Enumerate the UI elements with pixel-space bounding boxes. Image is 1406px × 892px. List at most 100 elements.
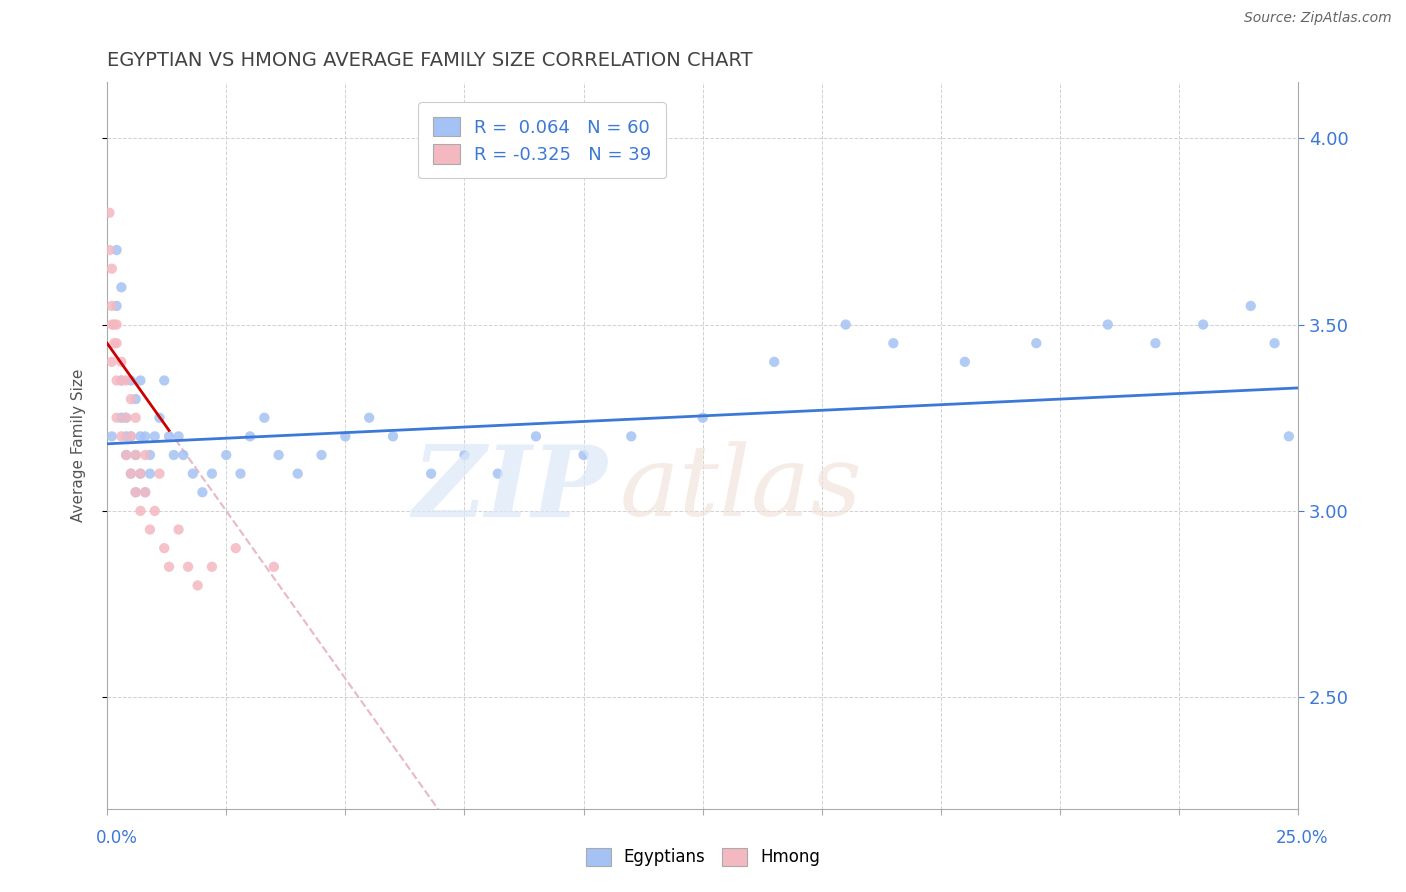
Point [101, 318, 124, 332]
Point [115, 374, 138, 388]
Point [163, 448, 186, 462]
Point [134, 485, 156, 500]
Point [143, 429, 166, 443]
Point [129, 467, 152, 481]
Point [953, 355, 976, 369]
Point [453, 448, 475, 462]
Point [124, 410, 146, 425]
Point [524, 429, 547, 443]
Point [834, 318, 856, 332]
Point [1264, 336, 1286, 351]
Point [572, 448, 595, 462]
Point [124, 448, 146, 462]
Point [98, 206, 121, 220]
Point [120, 467, 142, 481]
Point [148, 410, 170, 425]
Point [382, 429, 405, 443]
Point [134, 485, 156, 500]
Point [120, 392, 142, 406]
Point [1192, 318, 1215, 332]
Point [105, 318, 128, 332]
Point [143, 504, 166, 518]
Text: atlas: atlas [620, 442, 862, 537]
Point [225, 541, 247, 556]
Point [253, 410, 276, 425]
Text: ZIP: ZIP [412, 441, 607, 538]
Point [263, 559, 285, 574]
Point [98, 243, 121, 257]
Point [101, 299, 124, 313]
Point [1144, 336, 1167, 351]
Point [157, 429, 180, 443]
Point [1025, 336, 1047, 351]
Point [420, 467, 443, 481]
Point [1278, 429, 1301, 443]
Point [110, 374, 132, 388]
Text: EGYPTIAN VS HMONG AVERAGE FAMILY SIZE CORRELATION CHART: EGYPTIAN VS HMONG AVERAGE FAMILY SIZE CO… [107, 51, 752, 70]
Point [139, 448, 162, 462]
Y-axis label: Average Family Size: Average Family Size [72, 369, 86, 523]
Point [110, 355, 132, 369]
Point [134, 448, 156, 462]
Point [110, 280, 132, 294]
Point [882, 336, 904, 351]
Point [124, 448, 146, 462]
Point [201, 559, 224, 574]
Point [134, 429, 156, 443]
Legend: Egyptians, Hmong: Egyptians, Hmong [579, 841, 827, 873]
Point [105, 299, 128, 313]
Point [620, 429, 643, 443]
Point [763, 355, 786, 369]
Point [101, 261, 124, 276]
Point [167, 429, 190, 443]
Point [359, 410, 381, 425]
Point [1097, 318, 1119, 332]
Point [120, 467, 142, 481]
Point [115, 448, 138, 462]
Point [129, 504, 152, 518]
Text: Source: ZipAtlas.com: Source: ZipAtlas.com [1244, 12, 1392, 25]
Point [267, 448, 290, 462]
Point [124, 485, 146, 500]
Point [110, 429, 132, 443]
Point [201, 467, 224, 481]
Point [115, 448, 138, 462]
Point [167, 523, 190, 537]
Point [139, 467, 162, 481]
Point [120, 429, 142, 443]
Point [129, 374, 152, 388]
Point [239, 429, 262, 443]
Point [124, 392, 146, 406]
Point [105, 374, 128, 388]
Point [181, 467, 204, 481]
Point [692, 410, 714, 425]
Point [311, 448, 333, 462]
Point [1240, 299, 1263, 313]
Point [115, 410, 138, 425]
Point [101, 429, 124, 443]
Point [110, 374, 132, 388]
Point [486, 467, 509, 481]
Point [215, 448, 238, 462]
Point [101, 355, 124, 369]
Point [157, 559, 180, 574]
Point [103, 336, 125, 351]
Point [110, 410, 132, 425]
Point [148, 467, 170, 481]
Point [129, 429, 152, 443]
Point [139, 523, 162, 537]
Point [129, 467, 152, 481]
Point [153, 541, 176, 556]
Point [120, 429, 142, 443]
Point [105, 336, 128, 351]
Point [153, 374, 176, 388]
Text: 0.0%: 0.0% [96, 829, 138, 847]
Point [105, 243, 128, 257]
Point [115, 429, 138, 443]
Text: 25.0%: 25.0% [1277, 829, 1329, 847]
Point [172, 448, 194, 462]
Point [191, 485, 214, 500]
Point [335, 429, 357, 443]
Point [229, 467, 252, 481]
Point [187, 578, 209, 592]
